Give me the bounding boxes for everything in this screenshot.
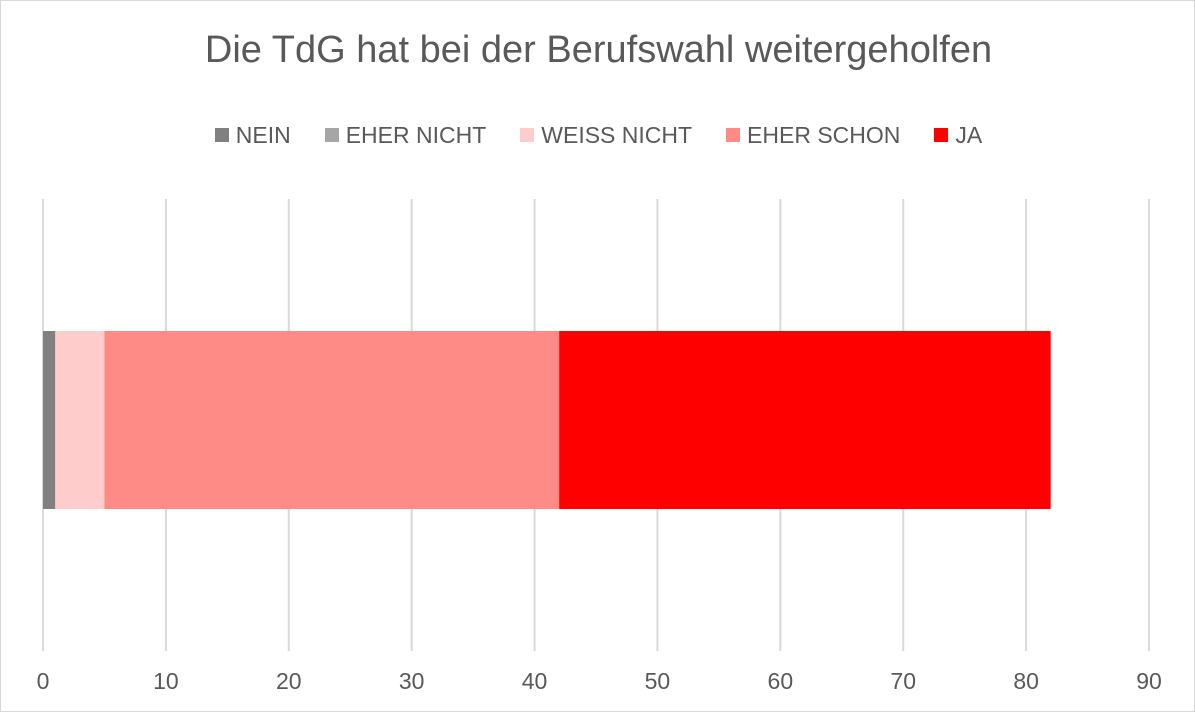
- legend-item-weiss-nicht: WEISS NICHT: [520, 122, 692, 149]
- legend-swatch-ja: [934, 128, 949, 142]
- x-tick-label: 60: [768, 668, 794, 694]
- legend-item-nein: NEIN: [214, 121, 291, 149]
- x-tick-label: 70: [890, 668, 916, 694]
- legend-label-eher-schon: EHER SCHON: [747, 121, 901, 148]
- bar-segment-weiss-nicht: [55, 331, 105, 509]
- x-tick-label: 30: [399, 668, 425, 694]
- x-tick-label: 90: [1136, 668, 1162, 694]
- legend-item-eher-nicht: EHER NICHT: [324, 121, 487, 149]
- bar-segment-ja: [559, 331, 1051, 509]
- legend: NEIN EHER NICHT WEISS NICHT EHER SCHON J…: [1, 119, 1195, 151]
- legend-label-ja: JA: [955, 121, 983, 148]
- x-tick-label: 80: [1013, 668, 1039, 694]
- x-tick-label: 20: [276, 668, 302, 694]
- legend-swatch-eher-nicht: [324, 128, 339, 142]
- legend-label-weiss-nicht: WEISS NICHT: [541, 121, 693, 148]
- bar-segment-eher-schon: [104, 331, 560, 509]
- x-tick-label: 40: [522, 668, 548, 694]
- legend-item-ja: JA: [934, 122, 982, 149]
- x-tick-label: 10: [153, 668, 179, 694]
- x-tick-label: 50: [645, 668, 671, 694]
- legend-label-nein: NEIN: [235, 121, 291, 148]
- legend-swatch-nein: [214, 128, 229, 142]
- legend-swatch-weiss-nicht: [520, 128, 535, 142]
- legend-swatch-eher-schon: [726, 128, 741, 142]
- legend-item-eher-schon: EHER SCHON: [726, 122, 900, 149]
- legend-label-eher-nicht: EHER NICHT: [345, 121, 487, 148]
- bar-segment-nein: [43, 331, 56, 509]
- chart-title: Die TdG hat bei der Berufswahl weitergeh…: [204, 29, 993, 71]
- x-tick-label: 0: [37, 668, 50, 694]
